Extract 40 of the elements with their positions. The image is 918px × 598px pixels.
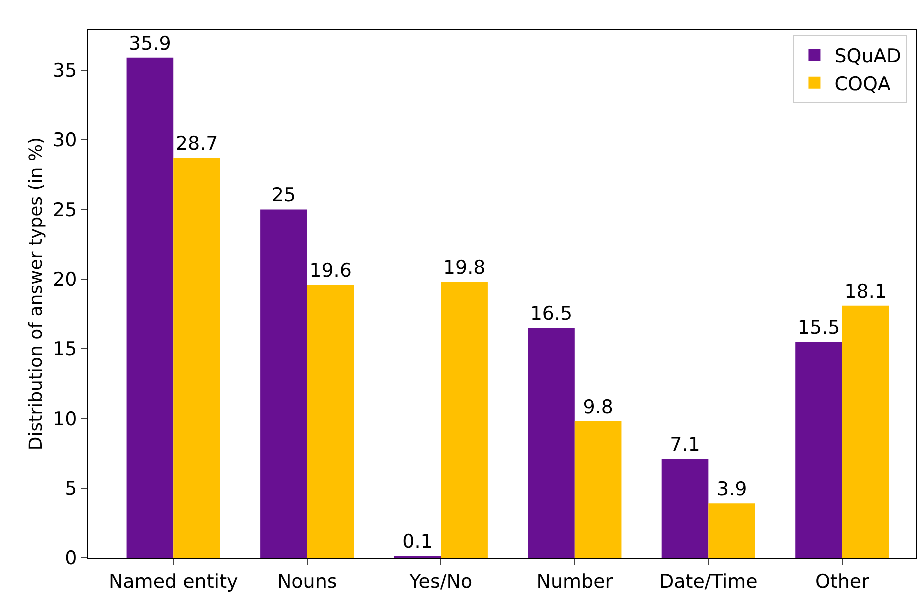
data-label: 18.1 <box>844 280 887 303</box>
bar <box>174 158 220 558</box>
y-tick-label: 5 <box>65 478 78 500</box>
data-label: 9.8 <box>583 396 614 418</box>
data-label: 19.6 <box>310 260 352 282</box>
y-tick-label: 35 <box>53 60 78 82</box>
data-label: 25 <box>272 184 296 207</box>
x-tick-label: Nouns <box>277 570 338 593</box>
data-label: 0.1 <box>402 531 433 553</box>
y-axis-title: Distribution of answer types (in %) <box>26 137 47 451</box>
data-label: 7.1 <box>670 434 700 456</box>
x-tick-label: Date/Time <box>660 570 758 593</box>
x-tick-label: Number <box>536 570 614 593</box>
bar <box>796 342 842 558</box>
bar <box>528 328 575 558</box>
bar <box>574 421 622 558</box>
data-label: 16.5 <box>530 303 573 326</box>
y-tick-label: 25 <box>53 199 78 222</box>
y-tick-label: 10 <box>53 408 78 430</box>
bar <box>708 504 756 558</box>
bar <box>260 210 308 558</box>
y-tick-label: 0 <box>65 548 78 570</box>
x-tick-label: Other <box>815 570 870 593</box>
y-tick-label: 20 <box>53 269 78 292</box>
bar <box>662 459 709 558</box>
legend-label: SQuAD <box>834 46 902 68</box>
data-label: 28.7 <box>176 133 218 156</box>
data-label: 35.9 <box>129 32 172 55</box>
bar <box>842 306 890 558</box>
data-label: 15.5 <box>798 317 840 340</box>
data-label: 3.9 <box>716 478 748 501</box>
bar <box>126 58 174 558</box>
y-tick-label: 15 <box>53 338 78 361</box>
bar <box>441 282 488 558</box>
bar <box>307 284 354 558</box>
data-label: 19.8 <box>443 257 486 280</box>
x-tick-label: Named entity <box>108 570 238 593</box>
x-tick-label: Yes/No <box>408 570 473 593</box>
legend-label: COQA <box>834 73 891 96</box>
y-tick-label: 30 <box>53 130 78 152</box>
